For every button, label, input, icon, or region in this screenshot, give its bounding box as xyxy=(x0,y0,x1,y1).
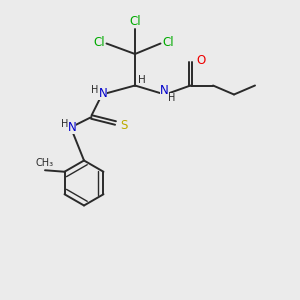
Text: S: S xyxy=(120,119,128,132)
Text: N: N xyxy=(68,121,76,134)
Text: Cl: Cl xyxy=(93,35,105,49)
Text: H: H xyxy=(92,85,99,95)
Text: Cl: Cl xyxy=(162,35,174,49)
Text: H: H xyxy=(168,93,175,103)
Text: H: H xyxy=(61,119,69,129)
Text: N: N xyxy=(160,84,169,98)
Text: O: O xyxy=(196,53,206,67)
Text: H: H xyxy=(138,75,146,85)
Text: CH₃: CH₃ xyxy=(36,158,54,168)
Text: Cl: Cl xyxy=(129,14,141,28)
Text: N: N xyxy=(98,86,107,100)
